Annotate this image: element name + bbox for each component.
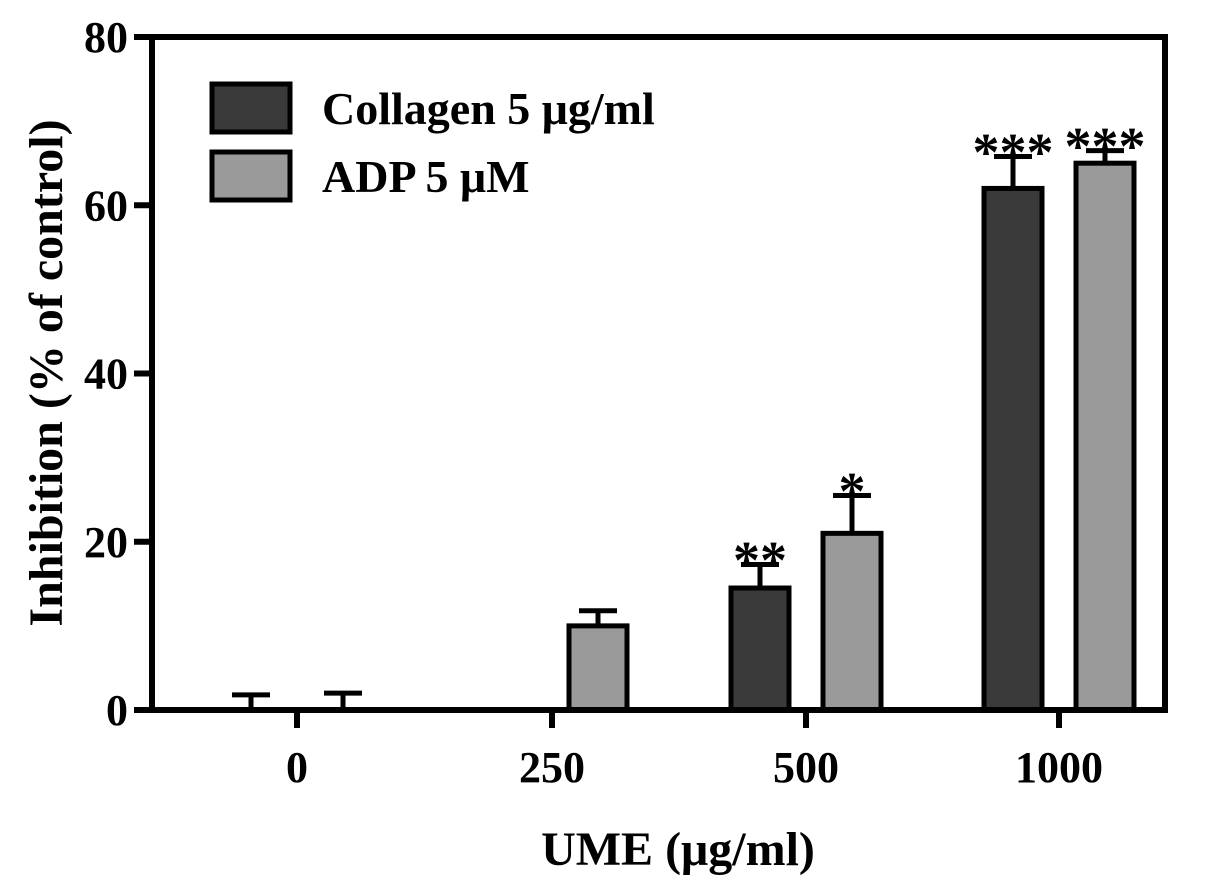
- bar: [981, 185, 1045, 713]
- legend: Collagen 5 μg/ml ADP 5 μM: [209, 81, 655, 203]
- y-tick-label: 40: [84, 350, 128, 399]
- significance-label: **: [733, 530, 787, 590]
- significance-label: ***: [973, 122, 1054, 182]
- y-tick-label: 0: [106, 686, 128, 735]
- y-tick-label: 60: [84, 181, 128, 230]
- x-tick-label: 500: [773, 743, 839, 792]
- legend-swatch: [209, 81, 293, 135]
- x-tick-label: 1000: [1015, 743, 1103, 792]
- bar: [1073, 160, 1137, 713]
- plot-area: ****** ***: [232, 117, 1146, 713]
- y-tick-label: 20: [84, 518, 128, 567]
- bar: [728, 585, 792, 713]
- legend-label: Collagen 5 μg/ml: [322, 83, 655, 134]
- legend-label: ADP 5 μM: [322, 151, 530, 202]
- bar: [566, 623, 630, 713]
- x-axis-title: UME (μg/ml): [541, 823, 815, 876]
- x-tick-label: 250: [519, 743, 585, 792]
- bar: [820, 530, 884, 713]
- y-axis-title: Inhibition (% of control): [20, 119, 73, 626]
- axes: 0 20 40 60 80 0 250 500 1000: [84, 13, 1168, 792]
- x-tick-label: 0: [286, 743, 308, 792]
- legend-swatch: [209, 149, 293, 203]
- significance-label: ***: [1065, 117, 1146, 177]
- y-tick-label: 80: [84, 13, 128, 62]
- significance-label: *: [839, 461, 866, 521]
